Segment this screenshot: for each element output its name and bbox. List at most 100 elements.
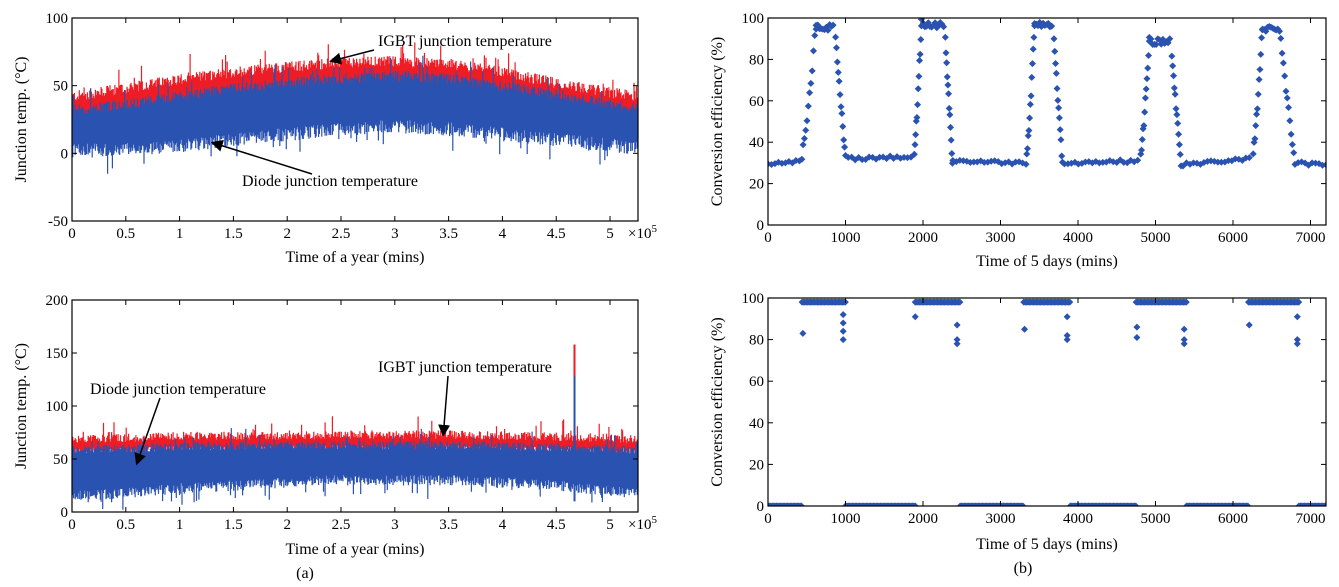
x-tick-label: 4000 [1063, 511, 1093, 527]
y-axis-label: Conversion efficiency (%) [709, 317, 726, 486]
x-tick-label: 1000 [831, 230, 861, 246]
data-point [1025, 126, 1033, 134]
x-tick-label: 2.5 [332, 517, 351, 533]
axes-frame [71, 17, 639, 222]
y-tick-label: 100 [742, 291, 765, 307]
y-tick-label: 60 [749, 94, 764, 110]
x-tick-label: 4000 [1063, 230, 1093, 246]
y-axis-label: Conversion efficiency (%) [709, 37, 726, 206]
data-point [1030, 33, 1038, 41]
data-point [1274, 25, 1282, 33]
data-point [1291, 160, 1299, 168]
data-point [1170, 84, 1178, 92]
y-tick-label: 0 [757, 499, 765, 515]
y-tick-label: 100 [46, 11, 69, 27]
x-tick-label: 0 [764, 511, 772, 527]
data-point [914, 85, 922, 93]
data-point [941, 33, 949, 41]
data-point [1022, 160, 1030, 168]
y-tick-label: 50 [53, 79, 68, 95]
data-point [1322, 161, 1326, 169]
data-point [797, 502, 805, 506]
data-point [1023, 150, 1031, 158]
data-point [1051, 47, 1059, 55]
x-tick-label: 1.5 [224, 517, 243, 533]
y-tick-label: 20 [749, 177, 764, 193]
x-tick-label: 4 [499, 517, 507, 533]
data-point [1138, 136, 1146, 144]
data-point [1169, 62, 1177, 70]
x-tick-label: 7000 [1296, 511, 1326, 527]
data-point [824, 26, 832, 34]
data-point [1057, 136, 1065, 144]
data-point [1276, 27, 1283, 35]
data-point [1252, 122, 1260, 130]
data-point [942, 49, 950, 57]
data-point [947, 123, 955, 131]
data-point [1019, 502, 1027, 506]
data-point [1254, 90, 1262, 98]
annotation-arrow [210, 140, 313, 175]
annotation-text: Diode junction temperature [242, 173, 418, 190]
data-point [837, 103, 845, 111]
data-point [808, 67, 816, 75]
data-point [803, 117, 811, 125]
data-point [916, 50, 924, 58]
x-tick-label: 1 [176, 226, 184, 242]
data-point [940, 23, 948, 31]
data-point [1142, 85, 1150, 93]
data-point [1024, 132, 1032, 140]
plot-area [72, 42, 638, 174]
data-point [1054, 96, 1062, 104]
chart-b-top: 0 1000 2000 3000 4000 5000 6000 7000 0 20 40 60 80 10… [709, 11, 1327, 270]
data-point [1145, 51, 1153, 59]
data-point [945, 90, 953, 98]
data-point [915, 72, 923, 80]
data-point [1063, 331, 1071, 339]
annotation-text: IGBT junction temperature [378, 359, 552, 376]
data-point [1134, 156, 1142, 164]
y-tick-label: 150 [46, 346, 69, 362]
data-point [1281, 72, 1289, 80]
data-point [1055, 104, 1063, 112]
data-point [1173, 111, 1181, 119]
y-tick-label: 80 [749, 333, 764, 349]
data-point [799, 329, 807, 337]
data-point [1255, 75, 1263, 83]
data-point [1026, 100, 1034, 108]
data-point [1251, 135, 1259, 143]
x-tick-label: 5000 [1141, 511, 1171, 527]
data-point [1023, 145, 1031, 153]
x-tick-label: 0 [764, 230, 772, 246]
data-point [1180, 336, 1188, 344]
data-point [943, 73, 951, 81]
data-point [1058, 152, 1066, 160]
y-tick-label: 200 [46, 293, 69, 309]
x-multiplier: ×105 [628, 514, 657, 533]
data-point [1063, 313, 1071, 321]
data-point [807, 79, 815, 87]
y-tick-label: 0 [61, 146, 69, 162]
data-point [953, 321, 961, 329]
data-point [1132, 502, 1140, 506]
data-point [1021, 325, 1029, 333]
y-tick-label: 40 [749, 416, 764, 432]
data-point [1180, 325, 1188, 333]
data-point [1174, 119, 1182, 127]
data-point [1253, 110, 1261, 118]
data-point [1095, 159, 1103, 167]
y-axis-label: Junction temp. (°C) [13, 343, 30, 469]
data-point [1245, 321, 1253, 329]
data-point [1144, 64, 1152, 72]
data-point [1256, 65, 1264, 73]
data-point [804, 102, 812, 110]
data-point [1290, 149, 1298, 157]
data-point [799, 141, 807, 149]
data-point [1175, 141, 1183, 149]
data-point [1059, 158, 1066, 166]
data-point [839, 336, 847, 344]
data-point [1295, 298, 1303, 306]
data-point [829, 21, 837, 29]
annotation-arrow [134, 397, 161, 466]
data-point [910, 150, 918, 158]
